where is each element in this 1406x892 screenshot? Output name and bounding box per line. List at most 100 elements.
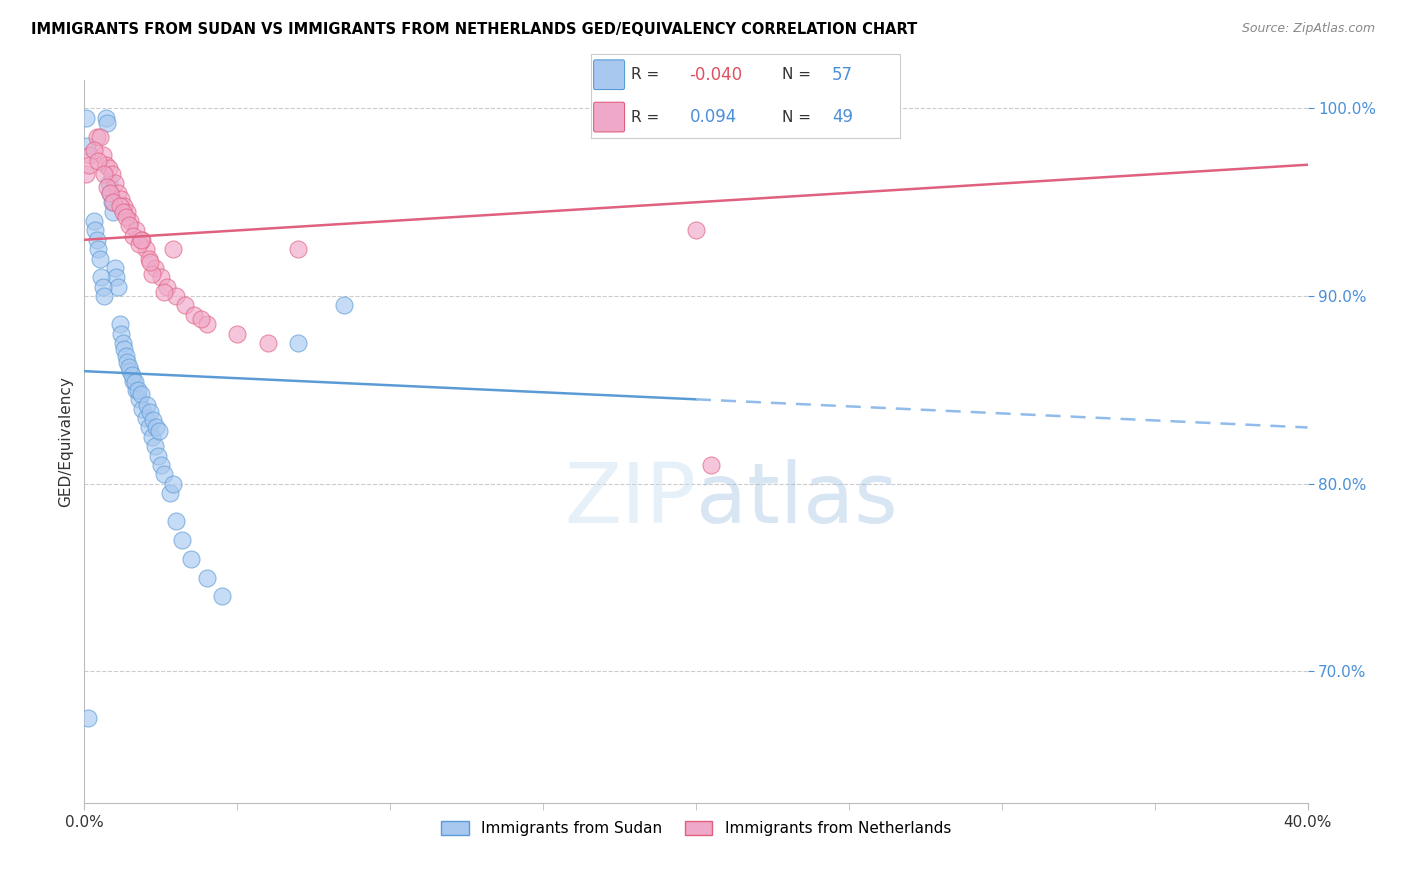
Legend: Immigrants from Sudan, Immigrants from Netherlands: Immigrants from Sudan, Immigrants from N… — [434, 814, 957, 842]
Point — [162, 242, 184, 256]
Text: atlas: atlas — [696, 458, 897, 540]
Point — [105, 270, 128, 285]
Point — [83, 214, 105, 228]
Text: -0.040: -0.040 — [689, 66, 742, 84]
Point — [125, 383, 148, 397]
Text: N =: N = — [782, 67, 815, 82]
Point — [180, 551, 202, 566]
Point — [129, 386, 152, 401]
Text: Source: ZipAtlas.com: Source: ZipAtlas.com — [1241, 22, 1375, 36]
Point — [110, 192, 132, 206]
Point — [108, 199, 131, 213]
Point — [86, 233, 108, 247]
Point — [127, 383, 149, 397]
Point — [141, 430, 163, 444]
Point — [174, 298, 197, 312]
Point — [107, 186, 129, 200]
Point — [103, 204, 125, 219]
Point — [131, 233, 153, 247]
Point — [84, 223, 107, 237]
Point — [101, 167, 124, 181]
Point — [77, 158, 100, 172]
Point — [183, 308, 205, 322]
Point — [165, 289, 187, 303]
Point — [135, 411, 157, 425]
Point — [89, 252, 111, 266]
Point — [86, 129, 108, 144]
Point — [138, 420, 160, 434]
Point — [112, 199, 135, 213]
Point — [75, 111, 97, 125]
Point — [333, 298, 356, 312]
Point — [87, 153, 110, 168]
Point — [162, 476, 184, 491]
Point — [91, 279, 114, 293]
Point — [700, 458, 723, 472]
Text: 0.094: 0.094 — [689, 108, 737, 126]
Point — [159, 486, 181, 500]
Point — [142, 413, 165, 427]
Point — [145, 420, 167, 434]
Text: 49: 49 — [832, 108, 853, 126]
Point — [114, 211, 136, 225]
Point — [143, 260, 166, 275]
Point — [110, 326, 132, 341]
Point — [114, 349, 136, 363]
Point — [118, 360, 141, 375]
Point — [685, 223, 707, 237]
Point — [107, 279, 129, 293]
Point — [226, 326, 249, 341]
Point — [77, 711, 100, 725]
Point — [97, 177, 120, 191]
Point — [211, 590, 233, 604]
Point — [120, 214, 142, 228]
Point — [90, 270, 112, 285]
Point — [75, 167, 97, 181]
Point — [172, 533, 194, 547]
Point — [195, 318, 218, 332]
Point — [89, 129, 111, 144]
Point — [104, 260, 127, 275]
Point — [104, 177, 127, 191]
Point — [91, 148, 114, 162]
Point — [149, 270, 172, 285]
Point — [93, 167, 115, 181]
Point — [195, 571, 218, 585]
Point — [94, 158, 117, 172]
FancyBboxPatch shape — [593, 60, 624, 89]
Point — [96, 180, 118, 194]
Point — [120, 364, 142, 378]
Point — [138, 252, 160, 266]
Point — [156, 279, 179, 293]
Point — [135, 242, 157, 256]
Point — [87, 242, 110, 256]
Point — [118, 218, 141, 232]
Point — [97, 161, 120, 176]
Point — [96, 116, 118, 130]
Point — [129, 233, 152, 247]
Point — [108, 318, 131, 332]
Point — [139, 405, 162, 419]
Point — [115, 355, 138, 369]
Text: R =: R = — [631, 110, 669, 125]
Point — [131, 401, 153, 416]
Point — [190, 311, 212, 326]
Point — [124, 376, 146, 390]
Point — [122, 229, 145, 244]
Text: N =: N = — [782, 110, 815, 125]
Point — [122, 374, 145, 388]
Point — [153, 467, 176, 482]
Point — [103, 195, 125, 210]
Point — [83, 143, 105, 157]
Point — [93, 289, 115, 303]
Point — [121, 368, 143, 382]
Text: R =: R = — [631, 67, 664, 82]
Text: IMMIGRANTS FROM SUDAN VS IMMIGRANTS FROM NETHERLANDS GED/EQUIVALENCY CORRELATION: IMMIGRANTS FROM SUDAN VS IMMIGRANTS FROM… — [31, 22, 917, 37]
Point — [111, 204, 134, 219]
Point — [141, 267, 163, 281]
Point — [146, 449, 169, 463]
Point — [76, 139, 98, 153]
Point — [115, 204, 138, 219]
Point — [98, 186, 121, 200]
Point — [128, 236, 150, 251]
